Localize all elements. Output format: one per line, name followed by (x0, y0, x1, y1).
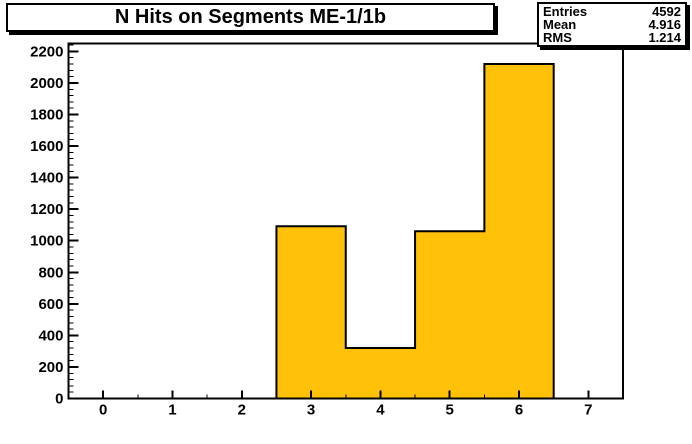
y-axis-tick-label: 600 (38, 296, 63, 313)
x-axis-tick-label: 4 (376, 402, 385, 419)
x-axis-tick-label: 1 (168, 402, 176, 419)
y-axis-tick-label: 400 (38, 327, 63, 344)
y-axis-tick-label: 0 (55, 391, 63, 408)
y-axis-tick-label: 2200 (30, 43, 63, 60)
y-axis-tick-label: 1000 (30, 233, 63, 250)
stats-row-mean: Mean 4.916 (543, 18, 681, 31)
y-axis-tick-label: 1600 (30, 138, 63, 155)
stats-box: Entries 4592 Mean 4.916 RMS 1.214 (537, 2, 687, 47)
x-axis-tick-label: 0 (99, 402, 107, 419)
stats-label-mean: Mean (543, 17, 577, 32)
y-axis-tick-label: 200 (38, 359, 63, 376)
x-axis-tick-label: 7 (584, 402, 592, 419)
x-axis-tick-label: 5 (446, 402, 454, 419)
y-axis-tick-label: 800 (38, 264, 63, 281)
stats-value-rms: 1.214 (648, 30, 681, 45)
title-box: N Hits on Segments ME-1/1b (6, 3, 495, 32)
stats-value-mean: 4.916 (648, 17, 681, 32)
stats-label-rms: RMS (543, 30, 572, 45)
stats-value-entries: 4592 (652, 4, 681, 19)
stats-row-entries: Entries 4592 (543, 5, 681, 18)
y-axis-tick-label: 1200 (30, 201, 63, 218)
x-axis-tick-label: 3 (307, 402, 315, 419)
stats-row-rms: RMS 1.214 (543, 31, 681, 44)
x-axis-tick-label: 6 (515, 402, 523, 419)
x-axis-tick-label: 2 (238, 402, 246, 419)
stats-label-entries: Entries (543, 4, 588, 19)
y-axis-tick-label: 2000 (30, 75, 63, 92)
y-axis-tick-label: 1400 (30, 170, 63, 187)
y-axis-tick-label: 1800 (30, 107, 63, 124)
chart-title: N Hits on Segments ME-1/1b (114, 6, 387, 28)
